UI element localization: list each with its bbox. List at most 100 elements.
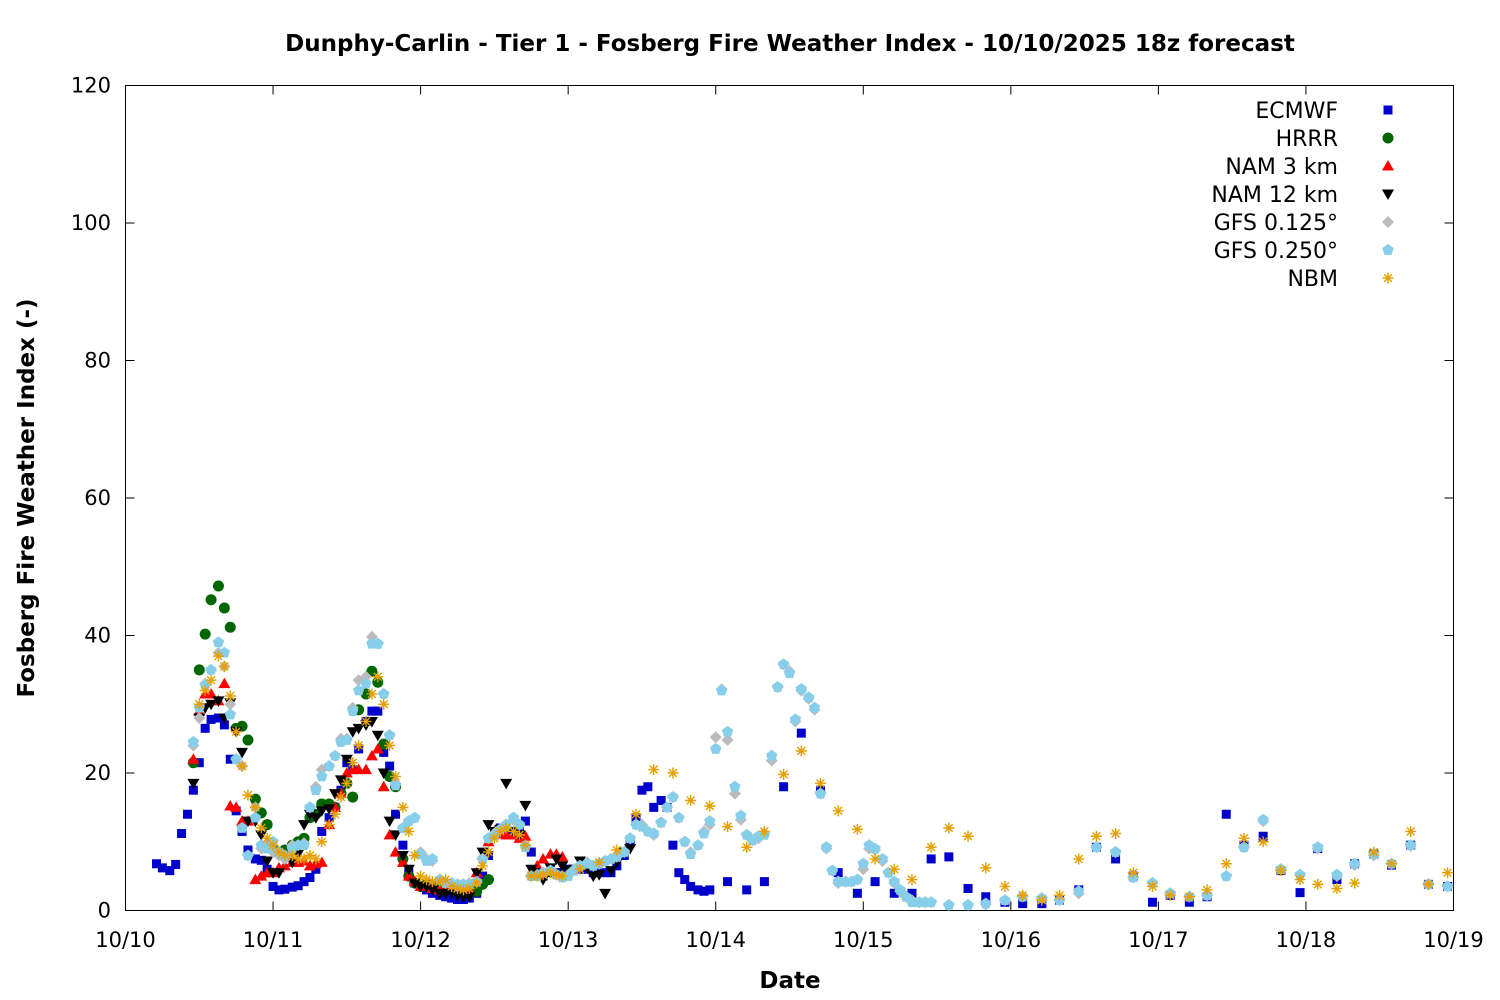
data-point	[414, 848, 427, 859]
data-point	[593, 870, 606, 881]
data-point	[341, 734, 353, 745]
data-point	[372, 671, 384, 683]
data-point	[200, 723, 210, 733]
data-point	[556, 861, 569, 872]
data-point	[1036, 894, 1048, 906]
data-point	[500, 822, 512, 834]
data-point	[187, 778, 200, 790]
data-point	[218, 660, 230, 672]
data-point	[272, 868, 285, 879]
data-point	[398, 840, 408, 850]
data-point	[446, 880, 458, 892]
data-point	[1331, 883, 1343, 894]
x-axis-label: Date	[759, 968, 820, 994]
data-point	[661, 801, 673, 813]
data-point	[224, 698, 237, 711]
data-point	[1386, 858, 1398, 870]
data-point	[426, 885, 439, 896]
data-point	[1090, 830, 1102, 842]
data-point	[832, 875, 844, 887]
legend-label: NAM 3 km	[1225, 155, 1338, 180]
data-point	[648, 827, 660, 839]
data-point	[550, 854, 563, 865]
data-point	[722, 821, 734, 833]
data-point	[193, 664, 205, 676]
data-point	[287, 882, 297, 892]
data-point	[471, 877, 483, 889]
data-point	[182, 809, 192, 819]
data-point	[205, 594, 217, 606]
data-point	[371, 742, 384, 754]
data-point	[779, 782, 789, 792]
data-point	[820, 841, 833, 853]
data-point	[187, 753, 200, 764]
data-point	[692, 839, 704, 851]
data-point	[187, 736, 200, 747]
data-point	[397, 801, 409, 813]
data-point	[693, 885, 703, 895]
data-point	[832, 805, 844, 817]
data-point	[876, 852, 889, 864]
data-point	[212, 650, 224, 662]
data-point	[279, 850, 291, 861]
data-point	[408, 878, 421, 889]
data-point	[778, 768, 790, 780]
data-point	[278, 859, 291, 871]
x-tick-label: 10/16	[981, 928, 1042, 952]
data-point	[391, 809, 401, 819]
data-point	[999, 880, 1011, 892]
y-tick-label: 40	[84, 624, 111, 648]
data-point	[771, 681, 784, 692]
data-point	[434, 876, 446, 888]
data-point	[242, 734, 254, 746]
data-point	[206, 714, 216, 724]
data-point	[315, 806, 328, 817]
data-point	[250, 854, 260, 864]
data-point	[852, 888, 862, 898]
data-point	[249, 873, 262, 885]
data-point	[759, 877, 769, 887]
data-point	[668, 840, 678, 850]
data-point	[255, 870, 268, 881]
data-point	[224, 621, 236, 633]
x-tick-label: 10/15	[833, 928, 894, 952]
data-point	[218, 646, 231, 658]
data-point	[366, 688, 378, 700]
data-point	[213, 713, 223, 723]
data-point	[1073, 885, 1085, 897]
data-point	[943, 822, 955, 834]
data-point	[513, 829, 525, 841]
data-point	[341, 777, 353, 789]
data-point	[1111, 854, 1121, 864]
data-point	[1275, 865, 1287, 877]
data-point	[261, 832, 273, 844]
data-point	[808, 701, 821, 713]
data-point	[789, 713, 802, 725]
data-point	[365, 749, 378, 761]
legend-marker	[1383, 105, 1393, 115]
data-point	[165, 866, 175, 876]
data-point	[550, 869, 562, 881]
data-point	[710, 742, 722, 754]
y-tick-label: 60	[84, 486, 111, 510]
data-point	[981, 892, 991, 902]
data-point	[347, 757, 359, 769]
data-point	[723, 877, 733, 887]
legend-label: NBM	[1287, 267, 1338, 292]
data-point	[476, 847, 489, 859]
data-point	[377, 768, 390, 779]
data-point	[729, 780, 741, 792]
data-point	[305, 873, 315, 882]
data-point	[286, 850, 298, 861]
data-point	[403, 825, 415, 837]
data-point	[500, 778, 513, 790]
data-point	[218, 602, 230, 614]
data-point	[352, 723, 365, 735]
x-tick-label: 10/10	[95, 928, 156, 952]
data-point	[367, 706, 377, 716]
data-point	[371, 730, 384, 742]
data-point	[611, 844, 623, 856]
data-point	[735, 809, 747, 821]
data-point	[1220, 858, 1232, 870]
